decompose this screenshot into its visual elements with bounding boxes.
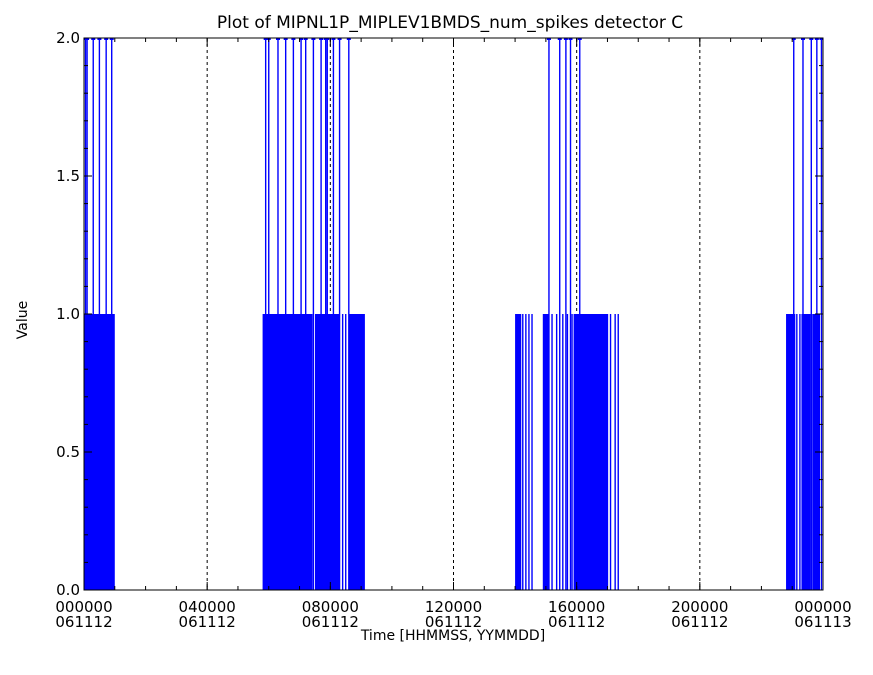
x-axis-label: Time [HHMMSS, YYMMDD] (360, 628, 545, 644)
y-tick-label: 2.0 (56, 29, 80, 47)
y-tick-label: 0.5 (56, 443, 80, 461)
y-tick-label: 1.0 (56, 305, 80, 323)
x-tick-date: 061112 (179, 613, 236, 631)
x-tick-date: 061112 (55, 613, 112, 631)
x-tick-date: 061112 (302, 613, 359, 631)
x-tick-time: 200000 (671, 598, 728, 616)
y-axis-ticks: 0.0 0.5 1.0 1.5 2.0 (56, 29, 823, 599)
y-axis-label: Value (15, 301, 31, 339)
x-tick-time: 000000 (55, 598, 112, 616)
x-tick-time: 120000 (425, 598, 482, 616)
x-tick-date: 061112 (671, 613, 728, 631)
x-axis-ticks: 0000000611120400000611120800000611121200… (55, 38, 852, 631)
spike-block (348, 314, 365, 590)
y-tick-label: 1.5 (56, 167, 80, 185)
x-tick-time: 160000 (548, 598, 605, 616)
dense-spike-blocks (84, 314, 820, 590)
x-tick-date: 061112 (425, 613, 482, 631)
x-tick-date: 061112 (548, 613, 605, 631)
spike-block (515, 314, 522, 590)
x-tick-time: 000000 (794, 598, 851, 616)
y-tick-label: 0.0 (56, 581, 80, 599)
x-tick-time: 040000 (179, 598, 236, 616)
x-tick-date: 061113 (794, 613, 851, 631)
chart-title: Plot of MIPNL1P_MIPLEV1BMDS_num_spikes d… (217, 13, 683, 33)
x-tick-time: 080000 (302, 598, 359, 616)
